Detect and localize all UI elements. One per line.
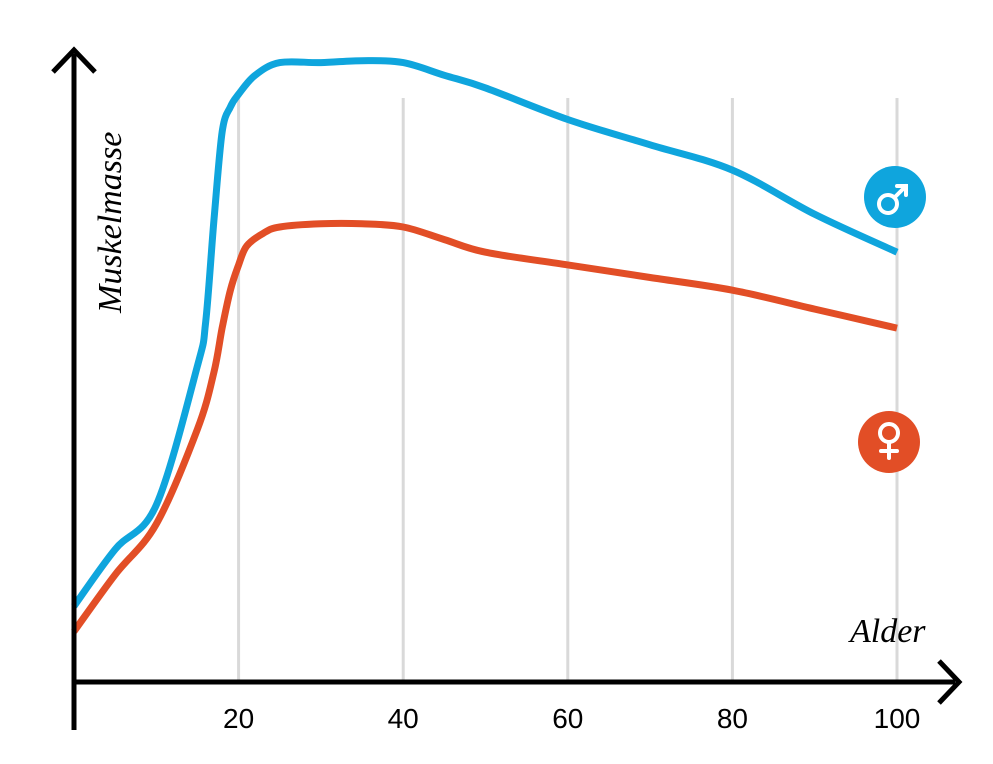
legend-female-badge <box>858 411 920 473</box>
x-axis-arrowhead <box>937 659 963 705</box>
series-line-female <box>71 219 898 634</box>
x-tick-label-40: 40 <box>388 703 419 734</box>
x-tick-label-100: 100 <box>874 703 921 734</box>
x-tick-label-80: 80 <box>717 703 748 734</box>
y-axis-title: Muskelmasse <box>92 132 129 314</box>
x-axis-title: Alder <box>848 613 926 650</box>
series-lines <box>71 57 899 634</box>
series-line-male <box>71 57 899 609</box>
female-symbol-icon <box>878 422 900 460</box>
male-symbol-icon <box>877 184 908 215</box>
y-axis-arrowhead <box>51 46 97 74</box>
gridlines <box>237 98 899 682</box>
x-tick-label-60: 60 <box>552 703 583 734</box>
x-tick-labels: 20 40 60 80 100 <box>223 703 920 734</box>
legend-male-badge <box>864 166 926 228</box>
x-tick-label-20: 20 <box>223 703 254 734</box>
